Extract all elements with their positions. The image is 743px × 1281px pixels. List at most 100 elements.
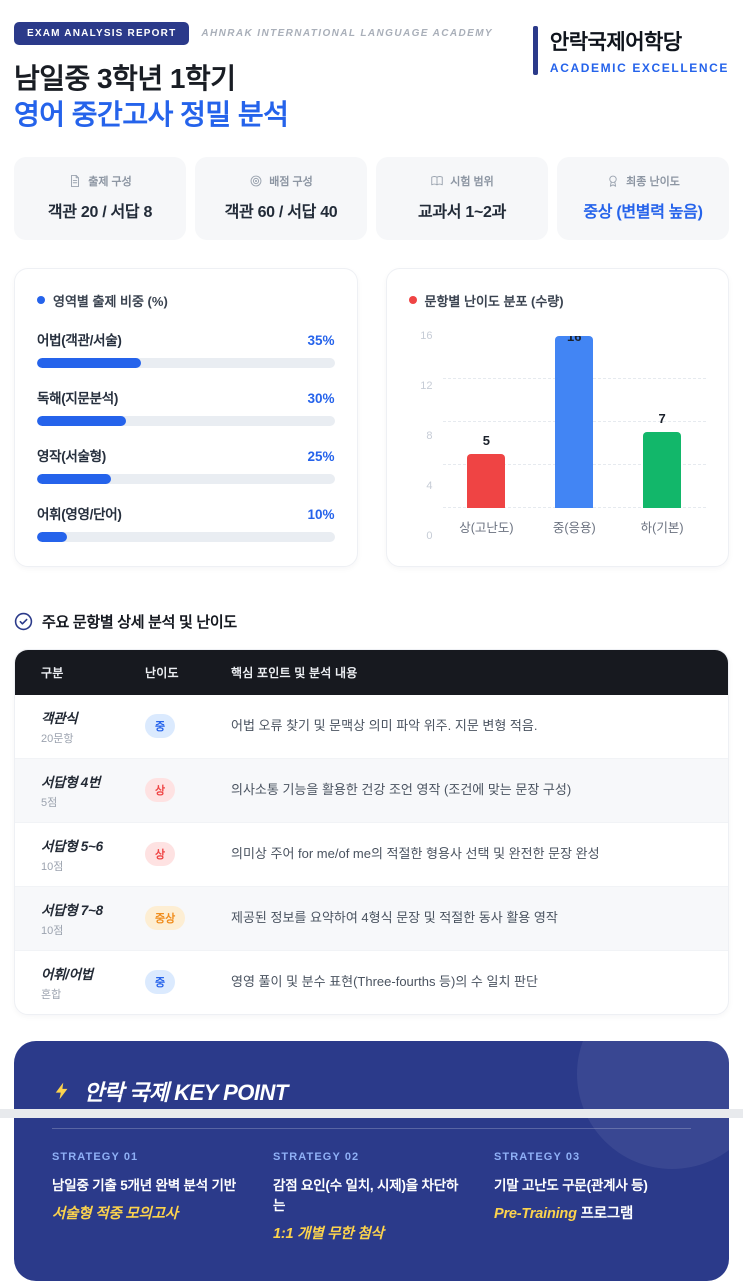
logo-subtitle: ACADEMIC EXCELLENCE [549,61,729,75]
vbar-value: 7 [658,411,666,427]
charts-row: 영역별 출제 비중 (%) 어법(객관/서술) 35% 독해(지문분석) 30%… [14,267,729,567]
difficulty-badge: 상 [145,842,176,867]
hbar-row: 독해(지문분석) 30% [37,387,335,426]
vbar-slot: 16 [530,335,618,508]
hbar-track [37,415,335,426]
logo-title: 안락국제어학당 [549,31,682,54]
logo-text: 안락국제어학당 ACADEMIC EXCELLENCE [550,26,729,75]
strategy-label: STRATEGY 02 [273,1150,360,1163]
chart-title: 영역별 출제 비중 (%) [53,293,168,309]
page-bottom-strip [0,1109,743,1118]
vbar-value: 5 [482,432,491,448]
legend-dot-red-icon [408,296,417,305]
page-title-line2: 영어 중간고사 정밀 분석 [14,98,289,130]
stat-value: 객관 60 / 서답 40 [224,203,338,221]
strategy-item: STRATEGY 02 감점 요인(수 일치, 시제)을 차단하는 1:1 개별… [273,1151,470,1243]
hbar-fill [37,531,67,542]
row-sub: 10점 [41,924,64,937]
strategy-suffix: 프로그램 [576,1205,634,1222]
stat-cards: 출제 구성 객관 20 / 서답 8 배점 구성 객관 60 / 서답 40 시… [14,156,729,240]
medal-icon [609,175,617,187]
vbar-slot: 7 [618,336,706,508]
row-content: 의미상 주어 for me/of me의 적절한 형용사 선택 및 완전한 문장… [231,845,600,861]
table-row: 어휘/어법 혼합 중 영영 풀이 및 분수 표현(Three-fourths 등… [15,949,728,1014]
vbar-slot: 5 [443,336,531,508]
header-left: EXAM ANALYSIS REPORT AHNRAK INTERNATIONA… [14,22,493,133]
hbar-value: 10% [307,506,335,522]
hbar-row: 어법(객관/서술) 35% [37,329,335,368]
table-row: 서답형 4번 5점 상 의사소통 기능을 활용한 건강 조언 영작 (조건에 맞… [15,757,728,822]
check-circle-icon [14,612,33,630]
strategy-line: 기말 고난도 구문(관계사 등) [494,1177,648,1193]
y-tick: 16 [420,329,433,342]
table-body: 객관식 20문항 중 어법 오류 찾기 및 문맥상 의미 파악 위주. 지문 변… [15,695,728,1014]
row-category: 서답형 4번 [41,774,101,790]
section-title: 주요 문항별 상세 분석 및 난이도 [42,613,237,631]
column-header: 구분 [41,665,64,680]
strategy-item: STRATEGY 01 남일중 기출 5개년 완벽 분석 기반 서술형 적중 모… [52,1151,249,1243]
academy-logo: 안락국제어학당 ACADEMIC EXCELLENCE [532,22,729,75]
report-type-badge: EXAM ANALYSIS REPORT [14,22,190,45]
vbar-plot-area: 5 16 7 [442,335,706,508]
analysis-table: 구분 난이도 핵심 포인트 및 분석 내용 객관식 20문항 중 어법 오류 찾… [14,648,729,1015]
row-category: 서답형 5~6 [41,838,103,854]
chart-title: 문항별 난이도 분포 (수량) [424,293,564,309]
y-tick: 8 [426,429,433,442]
stat-label: 최종 난이도 [626,175,680,188]
stat-value: 교과서 1~2과 [417,203,507,221]
row-content: 제공된 정보를 요약하여 4형식 문장 및 적절한 동사 활용 영작 [231,909,558,925]
row-sub: 10점 [41,860,64,873]
column-header: 핵심 포인트 및 분석 내용 [231,665,358,680]
document-icon [71,174,80,187]
academy-name-text: AHNRAK INTERNATIONAL LANGUAGE ACADEMY [201,28,493,39]
difficulty-badge: 중 [145,714,176,739]
hbar-fill [37,357,142,368]
strategy-label: STRATEGY 01 [52,1150,139,1163]
decorative-circle [577,1040,729,1169]
hbar-fill [37,473,112,484]
area-ratio-chart: 영역별 출제 비중 (%) 어법(객관/서술) 35% 독해(지문분석) 30%… [14,267,358,567]
strategy-highlight: 서술형 적중 모의고사 [52,1205,178,1222]
hbar-fill [37,415,127,426]
stat-card-difficulty: 최종 난이도 중상 (변별력 높음) [557,156,729,240]
hbar-label: 영작(서술형) [37,448,106,464]
stat-card-scope: 시험 범위 교과서 1~2과 [376,156,548,240]
analysis-section: 주요 문항별 상세 분석 및 난이도 구분 난이도 핵심 포인트 및 분석 내용… [14,611,729,1015]
table-row: 서답형 5~6 10점 상 의미상 주어 for me/of me의 적절한 형… [15,821,728,886]
report-header: EXAM ANALYSIS REPORT AHNRAK INTERNATIONA… [14,0,729,133]
legend-dot-blue-icon [37,296,45,305]
vbar [643,432,682,508]
y-tick: 0 [426,529,433,542]
stat-label: 출제 구성 [88,175,132,188]
difficulty-badge: 중 [145,970,176,995]
lightning-icon [55,1082,68,1099]
vbar [555,335,594,508]
stat-card-scoring: 배점 구성 객관 60 / 서답 40 [195,156,367,240]
row-content: 영영 풀이 및 분수 표현(Three-fourths 등)의 수 일치 판단 [231,973,538,989]
stat-card-composition: 출제 구성 객관 20 / 서답 8 [14,156,186,240]
vbar-plot-wrap: 16 12 8 4 0 5 [409,330,706,542]
hbar-label: 어휘(영영/단어) [37,506,122,522]
stat-value-accent: 중상 (변별력 높음) [583,203,703,221]
strategy-line: 남일중 기출 5개년 완벽 분석 기반 [52,1177,236,1193]
vbar [467,453,506,508]
column-header: 난이도 [145,665,179,680]
hbar-track [37,473,335,484]
row-content: 의사소통 기능을 활용한 건강 조언 영작 (조건에 맞는 문장 구성) [231,781,572,797]
keypoint-title: 안락 국제 KEY POINT [84,1079,288,1105]
strategy-label: STRATEGY 03 [494,1150,581,1163]
table-row: 서답형 7~8 10점 중상 제공된 정보를 요약하여 4형식 문장 및 적절한… [15,885,728,950]
row-category: 어휘/어법 [41,966,93,982]
hbar-row: 어휘(영영/단어) 10% [37,503,335,542]
strategy-highlight: Pre-Training [494,1205,577,1222]
x-axis-label: 상(고난도) [459,520,514,535]
row-sub: 20문항 [41,732,74,745]
book-icon [431,175,443,185]
table-header: 구분 난이도 핵심 포인트 및 분석 내용 [15,649,728,695]
vbar-value: 16 [567,335,582,344]
hbar-row: 영작(서술형) 25% [37,445,335,484]
row-category: 객관식 [41,710,78,726]
x-axis-label: 하(기본) [640,520,684,535]
hbar-value: 25% [307,448,335,464]
stat-label: 시험 범위 [450,175,494,188]
